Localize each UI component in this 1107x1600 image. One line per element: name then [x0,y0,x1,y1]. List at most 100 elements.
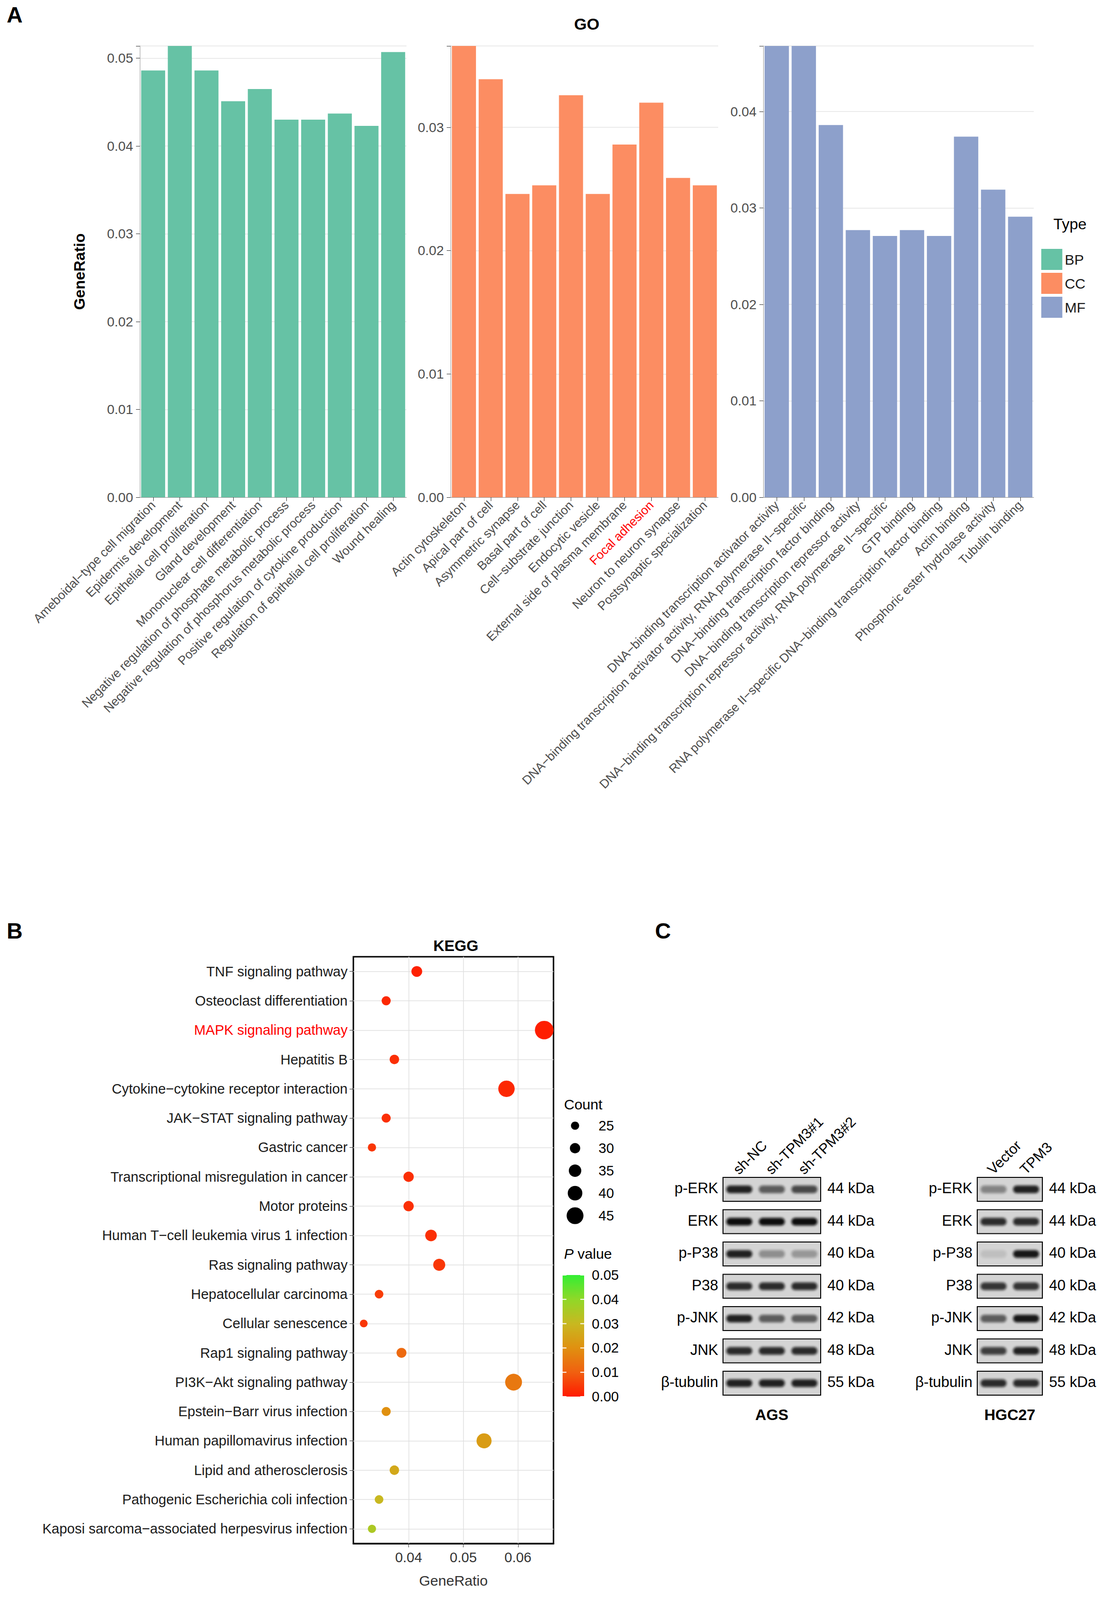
svg-text:CC: CC [1064,275,1086,292]
svg-text:Pathogenic Escherichia coli in: Pathogenic Escherichia coli infection [122,1492,348,1508]
svg-text:Vector: Vector [984,1137,1025,1178]
svg-text:sh-TPM3#2: sh-TPM3#2 [795,1114,859,1178]
svg-text:β-tubulin: β-tubulin [914,1374,973,1391]
svg-text:0.01: 0.01 [730,393,757,409]
svg-text:AGS: AGS [755,1406,789,1424]
svg-text:Lipid and atherosclerosis: Lipid and atherosclerosis [193,1463,348,1479]
svg-text:Gastric cancer: Gastric cancer [258,1140,348,1156]
svg-text:sh-NC: sh-NC [730,1137,770,1178]
svg-text:40 kDa: 40 kDa [827,1244,875,1262]
svg-text:Human papillomavirus infection: Human papillomavirus infection [154,1433,348,1449]
svg-text:BP: BP [1064,251,1085,268]
svg-text:0.00: 0.00 [417,490,445,506]
svg-text:PI3K−Akt signaling pathway: PI3K−Akt signaling pathway [175,1375,349,1391]
svg-text:Cellular senescence: Cellular senescence [222,1316,348,1332]
svg-text:0.01: 0.01 [107,402,134,418]
svg-text:44 kDa: 44 kDa [1049,1212,1097,1230]
svg-text:55 kDa: 55 kDa [1049,1374,1097,1391]
svg-text:48 kDa: 48 kDa [827,1342,875,1359]
svg-text:Epstein−Barr virus infection: Epstein−Barr virus infection [178,1404,348,1420]
svg-text:Rap1 signaling pathway: Rap1 signaling pathway [200,1345,348,1362]
svg-text:44 kDa: 44 kDa [827,1180,875,1198]
svg-text:TPM3: TPM3 [1016,1139,1056,1178]
svg-text:0.03: 0.03 [107,226,134,242]
svg-text:40 kDa: 40 kDa [1049,1244,1097,1262]
svg-text:p-JNK: p-JNK [677,1309,719,1327]
svg-text:55 kDa: 55 kDa [827,1374,875,1391]
svg-text:sh-TPM3#1: sh-TPM3#1 [762,1114,827,1178]
svg-text:0.04: 0.04 [107,138,134,154]
svg-text:DNA−binding transcription acti: DNA−binding transcription activator acti… [519,497,809,788]
svg-text:40 kDa: 40 kDa [827,1277,875,1295]
svg-text:Regulation of epithelial cell: Regulation of epithelial cell proliferat… [208,497,372,662]
svg-text:JNK: JNK [944,1342,973,1359]
svg-text:Ras signaling pathway: Ras signaling pathway [208,1257,349,1274]
svg-text:40 kDa: 40 kDa [1049,1277,1097,1295]
svg-text:0.04: 0.04 [591,1292,619,1308]
svg-text:ERK: ERK [687,1212,719,1230]
svg-text:Wound healing: Wound healing [329,497,398,567]
svg-text:0.01: 0.01 [417,366,445,382]
svg-text:44 kDa: 44 kDa [827,1212,875,1230]
svg-text:TNF signaling pathway: TNF signaling pathway [206,964,348,980]
svg-text:25: 25 [598,1118,614,1134]
svg-text:GeneRatio: GeneRatio [418,1573,488,1590]
svg-text:0.05: 0.05 [449,1550,477,1566]
svg-text:Motor proteins: Motor proteins [259,1198,348,1215]
svg-text:P: P [564,1246,574,1263]
svg-text:ERK: ERK [941,1212,973,1230]
svg-text:30: 30 [598,1140,614,1157]
svg-text:45: 45 [598,1208,614,1224]
svg-text:p-JNK: p-JNK [931,1309,973,1327]
svg-text:value: value [573,1246,612,1263]
svg-text:0.04: 0.04 [395,1550,422,1566]
svg-text:KEGG: KEGG [433,937,479,955]
svg-text:0.06: 0.06 [504,1550,532,1566]
svg-text:Human T−cell leukemia virus 1: Human T−cell leukemia virus 1 infection [101,1228,348,1244]
svg-text:GO: GO [574,14,600,34]
svg-text:P38: P38 [946,1277,973,1295]
svg-text:0.03: 0.03 [591,1316,619,1333]
svg-text:β-tubulin: β-tubulin [660,1374,719,1391]
svg-text:Neuron to neuron synapse: Neuron to neuron synapse [569,497,684,612]
svg-text:Tubulin binding: Tubulin binding [955,497,1026,568]
svg-text:p-P38: p-P38 [678,1244,719,1262]
svg-text:0.02: 0.02 [417,243,445,259]
svg-text:Transcriptional misregulation: Transcriptional misregulation in cancer [110,1169,349,1186]
svg-text:42 kDa: 42 kDa [827,1309,875,1327]
svg-text:GeneRatio: GeneRatio [70,233,89,310]
svg-text:MAPK signaling pathway: MAPK signaling pathway [193,1022,348,1039]
svg-text:0.03: 0.03 [730,200,757,216]
svg-text:0.00: 0.00 [730,490,757,506]
svg-text:0.05: 0.05 [591,1267,619,1284]
svg-text:44 kDa: 44 kDa [1049,1180,1097,1198]
svg-text:Hepatocellular carcinoma: Hepatocellular carcinoma [191,1287,349,1303]
svg-text:0.02: 0.02 [591,1340,619,1356]
svg-text:0.04: 0.04 [730,104,757,120]
svg-text:MF: MF [1064,299,1086,316]
svg-text:Positive regulation of cytokin: Positive regulation of cytokine producti… [174,497,345,668]
svg-text:42 kDa: 42 kDa [1049,1309,1097,1327]
svg-text:Negative regulation of phospho: Negative regulation of phosphorus metabo… [100,497,318,716]
svg-text:Type: Type [1053,215,1087,233]
svg-text:Count: Count [564,1096,603,1113]
svg-text:0.05: 0.05 [107,50,134,66]
svg-text:JAK−STAT signaling pathway: JAK−STAT signaling pathway [166,1110,349,1127]
svg-text:0.02: 0.02 [107,314,134,330]
svg-text:35: 35 [598,1163,614,1179]
svg-text:40: 40 [598,1186,614,1202]
svg-text:DNA−binding transcription repr: DNA−binding transcription repressor acti… [596,497,891,792]
svg-text:p-ERK: p-ERK [674,1180,719,1198]
svg-text:P38: P38 [691,1277,719,1295]
svg-text:0.03: 0.03 [417,120,445,136]
svg-text:JNK: JNK [689,1342,719,1359]
svg-text:p-ERK: p-ERK [928,1180,973,1198]
svg-text:HGC27: HGC27 [984,1406,1036,1424]
svg-text:DNA−binding transcription repr: DNA−binding transcription repressor acti… [681,497,863,680]
svg-text:0.00: 0.00 [591,1389,619,1405]
svg-text:0.02: 0.02 [730,297,757,313]
svg-text:0.01: 0.01 [591,1365,619,1381]
svg-text:RNA polymerase II−specific DNA: RNA polymerase II−specific DNA−binding t… [666,497,945,777]
svg-text:Phosphoric ester hydrolase act: Phosphoric ester hydrolase activity [852,497,999,644]
svg-text:p-P38: p-P38 [932,1244,973,1262]
